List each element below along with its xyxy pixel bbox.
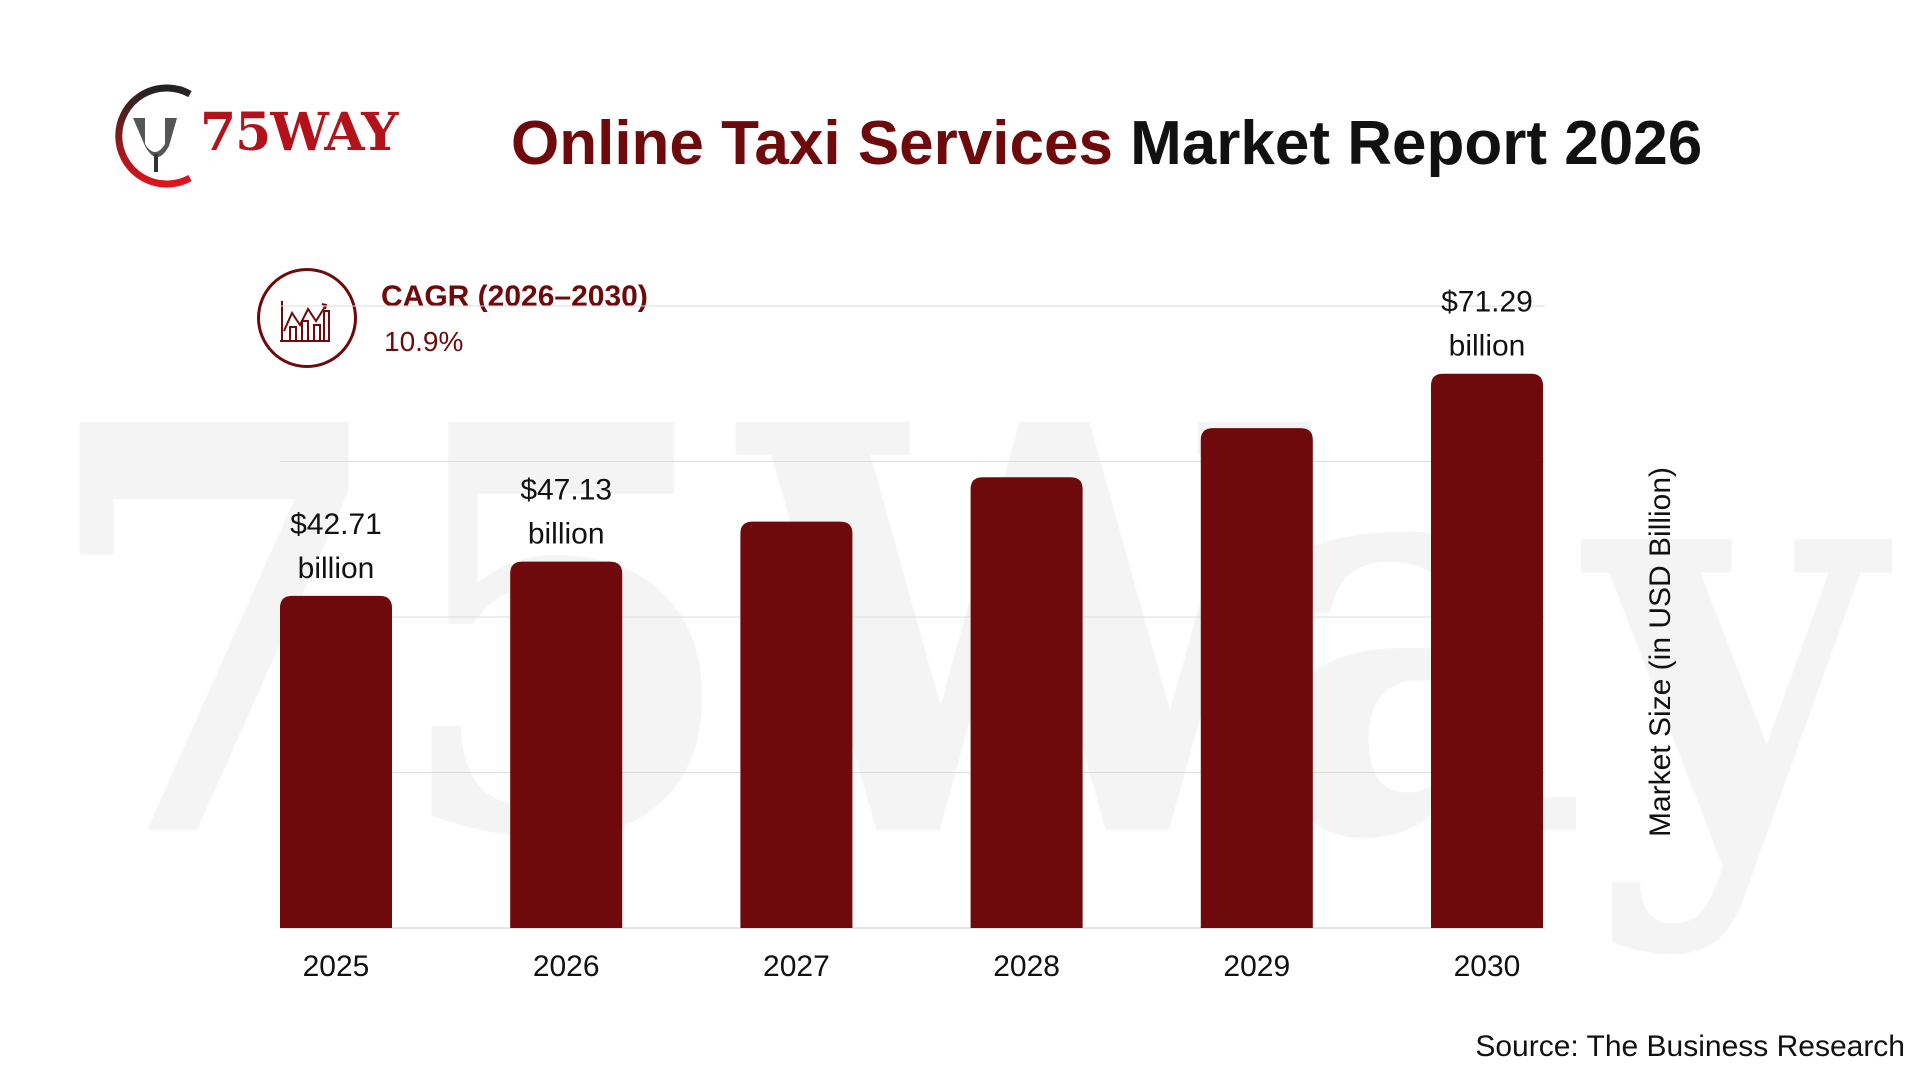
chart-growth-icon [280, 301, 330, 342]
x-tick-label: 2030 [1454, 950, 1521, 983]
cagr-label: CAGR (2026–2030) [381, 280, 648, 313]
cagr-badge [257, 268, 357, 368]
logo-swoosh-icon [115, 84, 192, 188]
bar-2027 [740, 521, 853, 928]
data-label: billion [298, 552, 375, 585]
bar-2030 [1431, 373, 1543, 929]
data-label: $47.13 [520, 474, 612, 507]
page-title: Online Taxi Services Market Report 2026 [511, 108, 1702, 179]
logo: 75WAY [105, 84, 415, 188]
x-tick-label: 2028 [993, 950, 1060, 983]
x-tick-label: 2029 [1223, 950, 1290, 983]
data-label: $42.71 [290, 508, 382, 541]
bar-2029 [1200, 428, 1313, 928]
y-axis-label: Market Size (in USD Billion) [1644, 466, 1677, 838]
data-label: billion [1449, 330, 1526, 363]
x-tick-label: 2027 [763, 950, 830, 983]
data-label: billion [528, 518, 605, 551]
bar-2028 [970, 477, 1083, 928]
bar-2026 [510, 561, 623, 928]
x-tick-label: 2025 [303, 950, 370, 983]
source-note: Source: The Business Research [1475, 1030, 1905, 1063]
bar-2025 [280, 595, 392, 928]
title-rest: Market Report 2026 [1112, 109, 1703, 178]
cagr-value: 10.9% [384, 326, 464, 357]
title-accent: Online Taxi Services [511, 109, 1113, 178]
x-tick-label: 2026 [533, 950, 600, 983]
logo-text: 75WAY [200, 102, 398, 163]
data-label: $71.29 [1441, 286, 1533, 319]
